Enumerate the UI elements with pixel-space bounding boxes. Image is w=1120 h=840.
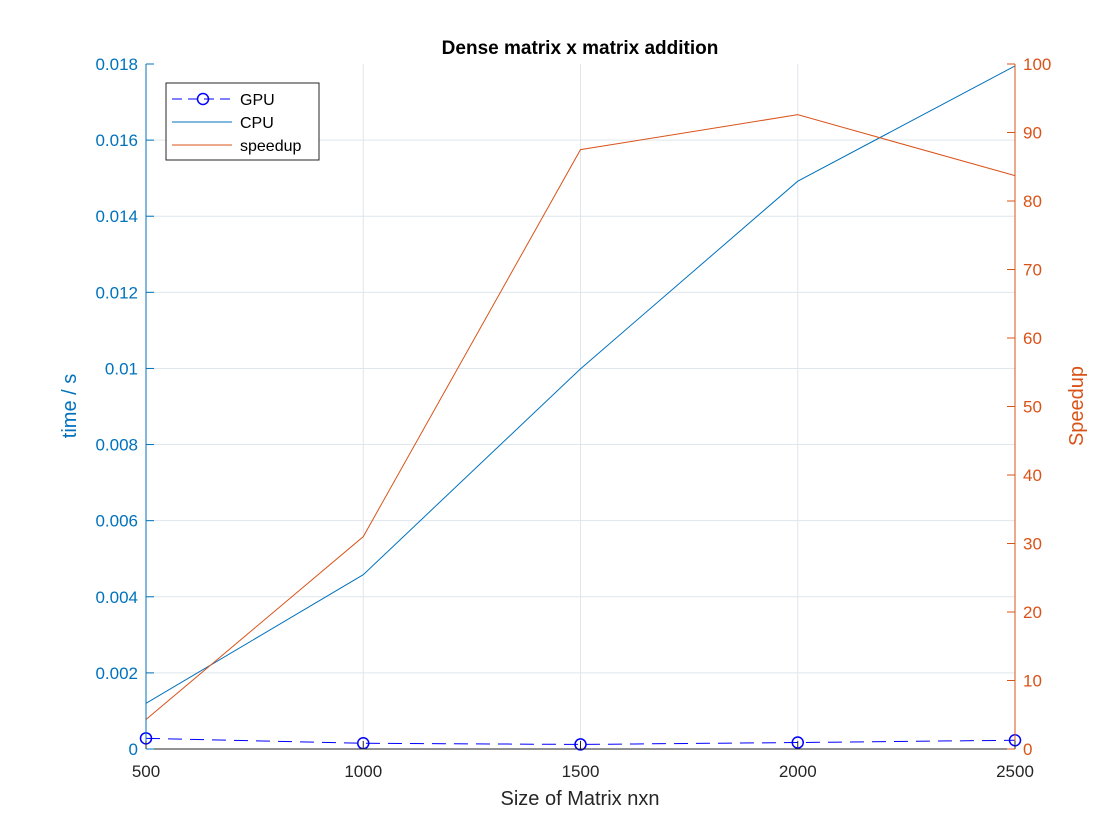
y-right-tick-label: 70 [1023, 261, 1042, 280]
series-line-speedup [145, 114, 1016, 720]
x-tick-label: 2500 [996, 762, 1034, 781]
y-left-tick-label: 0.002 [95, 664, 138, 683]
y-axis-title-left: time / s [59, 374, 81, 438]
y-right-tick-label: 20 [1023, 603, 1042, 622]
ticks-layer: 500 1000 1500 2000 250000.0020.0040.0060.008… [95, 55, 1051, 781]
y-right-tick-label: 30 [1023, 535, 1042, 554]
grid [146, 64, 1015, 749]
series-layer [139, 65, 1022, 751]
y-right-tick-label: 60 [1023, 329, 1042, 348]
series-line-cpu [145, 65, 1016, 704]
y-left-tick-label: 0.018 [95, 55, 138, 74]
series-line-gpu [145, 737, 1016, 745]
x-tick-label: 1500 [562, 762, 600, 781]
x-tick-label: 1000 [344, 762, 382, 781]
y-right-tick-label: 90 [1023, 124, 1042, 143]
y-axis-title-right: Speedup [1066, 366, 1088, 446]
y-left-tick-label: 0.006 [95, 512, 138, 531]
legend-speedup-label: speedup [240, 138, 301, 155]
y-left-tick-label: 0.014 [95, 207, 138, 226]
y-left-tick-label: 0.01 [105, 359, 138, 378]
y-left-tick-label: 0.012 [95, 283, 138, 302]
y-right-tick-label: 10 [1023, 672, 1042, 691]
y-right-tick-label: 40 [1023, 466, 1042, 485]
y-right-tick-label: 80 [1023, 192, 1042, 211]
legend-cpu-label: CPU [240, 115, 274, 132]
legend: GPU CPU speedup [165, 82, 320, 161]
x-axis-title: Size of Matrix nxn [501, 788, 660, 810]
legend-gpu-label: GPU [240, 92, 275, 109]
y-left-tick-label: 0 [129, 740, 138, 759]
y-left-tick-label: 0.004 [95, 588, 138, 607]
y-right-tick-label: 100 [1023, 55, 1051, 74]
x-tick-label: 2000 [779, 762, 817, 781]
y-right-tick-label: 50 [1023, 398, 1042, 417]
y-right-tick-label: 0 [1023, 740, 1032, 759]
legend-gpu-marker [196, 92, 210, 106]
y-left-tick-label: 0.008 [95, 436, 138, 455]
y-left-tick-label: 0.016 [95, 131, 138, 150]
chart-title: Dense matrix x matrix addition [442, 38, 719, 59]
point-gpu [574, 738, 587, 751]
x-tick-label: 500 [132, 762, 160, 781]
